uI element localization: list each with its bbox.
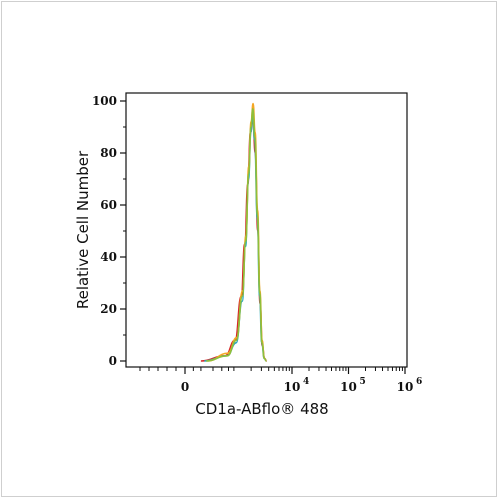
x-tick-label: 10 bbox=[340, 380, 357, 394]
x-tick-exponent: 6 bbox=[416, 377, 422, 387]
x-tick-label: 10 bbox=[284, 380, 301, 394]
plot-area bbox=[125, 92, 408, 368]
x-tick-exponent: 4 bbox=[303, 377, 309, 387]
y-axis-label: Relative Cell Number bbox=[74, 150, 92, 309]
y-axis: 0 20 40 60 80 100 bbox=[92, 94, 126, 368]
series-lines bbox=[200, 102, 267, 362]
y-tick-label: 80 bbox=[100, 146, 117, 160]
y-tick-label: 100 bbox=[92, 94, 117, 108]
x-axis-label: CD1a-ABflo® 488 bbox=[195, 400, 328, 418]
x-tick-exponent: 5 bbox=[360, 377, 366, 387]
y-tick-label: 0 bbox=[109, 354, 117, 368]
x-tick-label: 10 bbox=[397, 380, 414, 394]
x-tick-label: 0 bbox=[181, 380, 189, 394]
y-tick-label: 60 bbox=[100, 198, 117, 212]
series-line-4 bbox=[206, 108, 267, 362]
y-tick-label: 20 bbox=[100, 302, 117, 316]
y-tick-label: 40 bbox=[100, 250, 117, 264]
x-axis: 0 10 4 10 5 10 6 bbox=[139, 367, 422, 394]
